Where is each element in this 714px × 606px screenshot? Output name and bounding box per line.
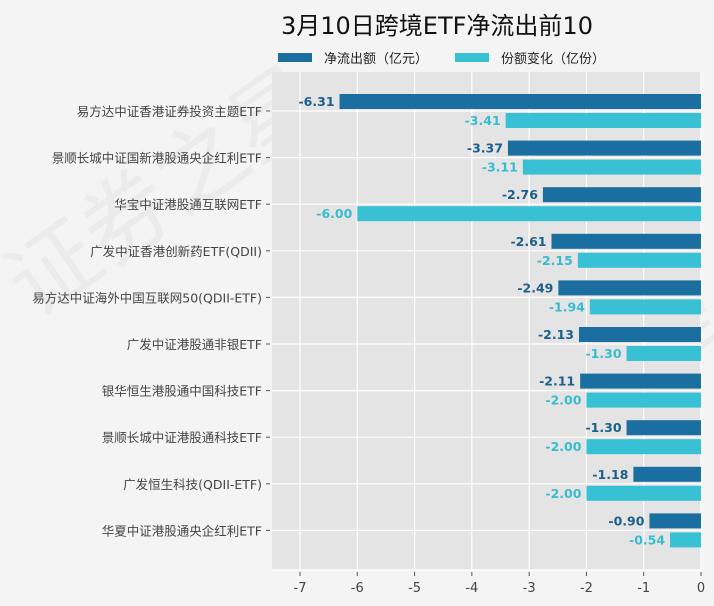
legend-label: 净流出额（亿元） xyxy=(324,52,429,67)
bar xyxy=(626,420,701,436)
bar xyxy=(649,513,701,529)
category-label: 广发恒生科技(QDII-ETF) xyxy=(123,477,262,492)
bar xyxy=(522,159,701,175)
bar xyxy=(626,346,701,361)
category-label: 银华恒生港股通中国科技ETF xyxy=(102,384,262,399)
category-label: 易方达中证海外中国互联网50(QDII-ETF) xyxy=(32,290,262,305)
bar xyxy=(633,466,701,482)
data-label: -2.00 xyxy=(545,439,581,454)
legend-item-share-change: 份额变化（亿份） xyxy=(455,48,605,67)
data-label: -1.94 xyxy=(549,299,585,314)
x-tick-label: -4 xyxy=(465,581,478,596)
x-tick-label: -3 xyxy=(523,581,536,596)
legend-item-net-outflow: 净流出额（亿元） xyxy=(278,48,428,67)
legend-swatch xyxy=(278,53,312,62)
bar xyxy=(580,373,701,389)
legend-swatch xyxy=(455,53,489,62)
category-label: 广发中证香港创新药ETF(QDII) xyxy=(90,244,262,259)
bar xyxy=(357,206,701,222)
x-tick-label: -1 xyxy=(637,581,650,596)
x-tick-label: 0 xyxy=(697,581,705,596)
data-label: -2.00 xyxy=(545,486,581,501)
category-label: 广发中证港股通非银ETF xyxy=(127,337,262,352)
x-tick-label: -2 xyxy=(580,581,593,596)
bar xyxy=(339,94,701,109)
x-tick-label: -7 xyxy=(294,581,307,596)
category-label: 景顺长城中证港股通科技ETF xyxy=(102,430,262,445)
data-label: -2.11 xyxy=(539,374,575,389)
data-label: -1.30 xyxy=(585,346,621,361)
x-tick-label: -5 xyxy=(408,581,421,596)
data-label: -0.90 xyxy=(608,513,644,528)
data-label: -2.76 xyxy=(502,187,538,202)
bar xyxy=(670,532,701,548)
bar xyxy=(578,327,701,342)
category-label: 华夏中证港股通央企红利ETF xyxy=(102,523,262,538)
data-label: -0.54 xyxy=(629,532,665,547)
bar xyxy=(542,187,701,203)
data-label: -6.00 xyxy=(316,206,352,221)
bar xyxy=(586,392,701,408)
data-label: -2.49 xyxy=(517,280,553,295)
category-label: 易方达中证香港证券投资主题ETF xyxy=(77,104,262,119)
bar xyxy=(551,233,701,249)
bar xyxy=(558,280,701,296)
bar xyxy=(507,140,701,156)
legend-label: 份额变化（亿份） xyxy=(501,52,606,67)
bar xyxy=(577,252,701,268)
data-label: -3.37 xyxy=(467,141,503,156)
data-label: -3.11 xyxy=(482,160,518,175)
chart-title: 3月10日跨境ETF净流出前10 xyxy=(281,12,593,40)
data-label: -1.30 xyxy=(585,420,621,435)
x-tick-label: -6 xyxy=(351,581,364,596)
data-label: -6.31 xyxy=(298,94,334,109)
bar xyxy=(586,485,701,501)
data-label: -2.61 xyxy=(510,234,546,249)
data-label: -2.15 xyxy=(537,253,573,268)
category-label: 华宝中证港股通互联网ETF xyxy=(114,197,262,212)
category-label: 景顺长城中证国新港股通央企红利ETF xyxy=(52,151,262,166)
bar xyxy=(589,299,701,315)
data-label: -3.41 xyxy=(465,113,501,128)
bar xyxy=(505,113,701,128)
bar xyxy=(586,439,701,455)
data-label: -2.13 xyxy=(538,327,574,342)
data-label: -1.18 xyxy=(592,467,628,482)
data-label: -2.00 xyxy=(545,393,581,408)
